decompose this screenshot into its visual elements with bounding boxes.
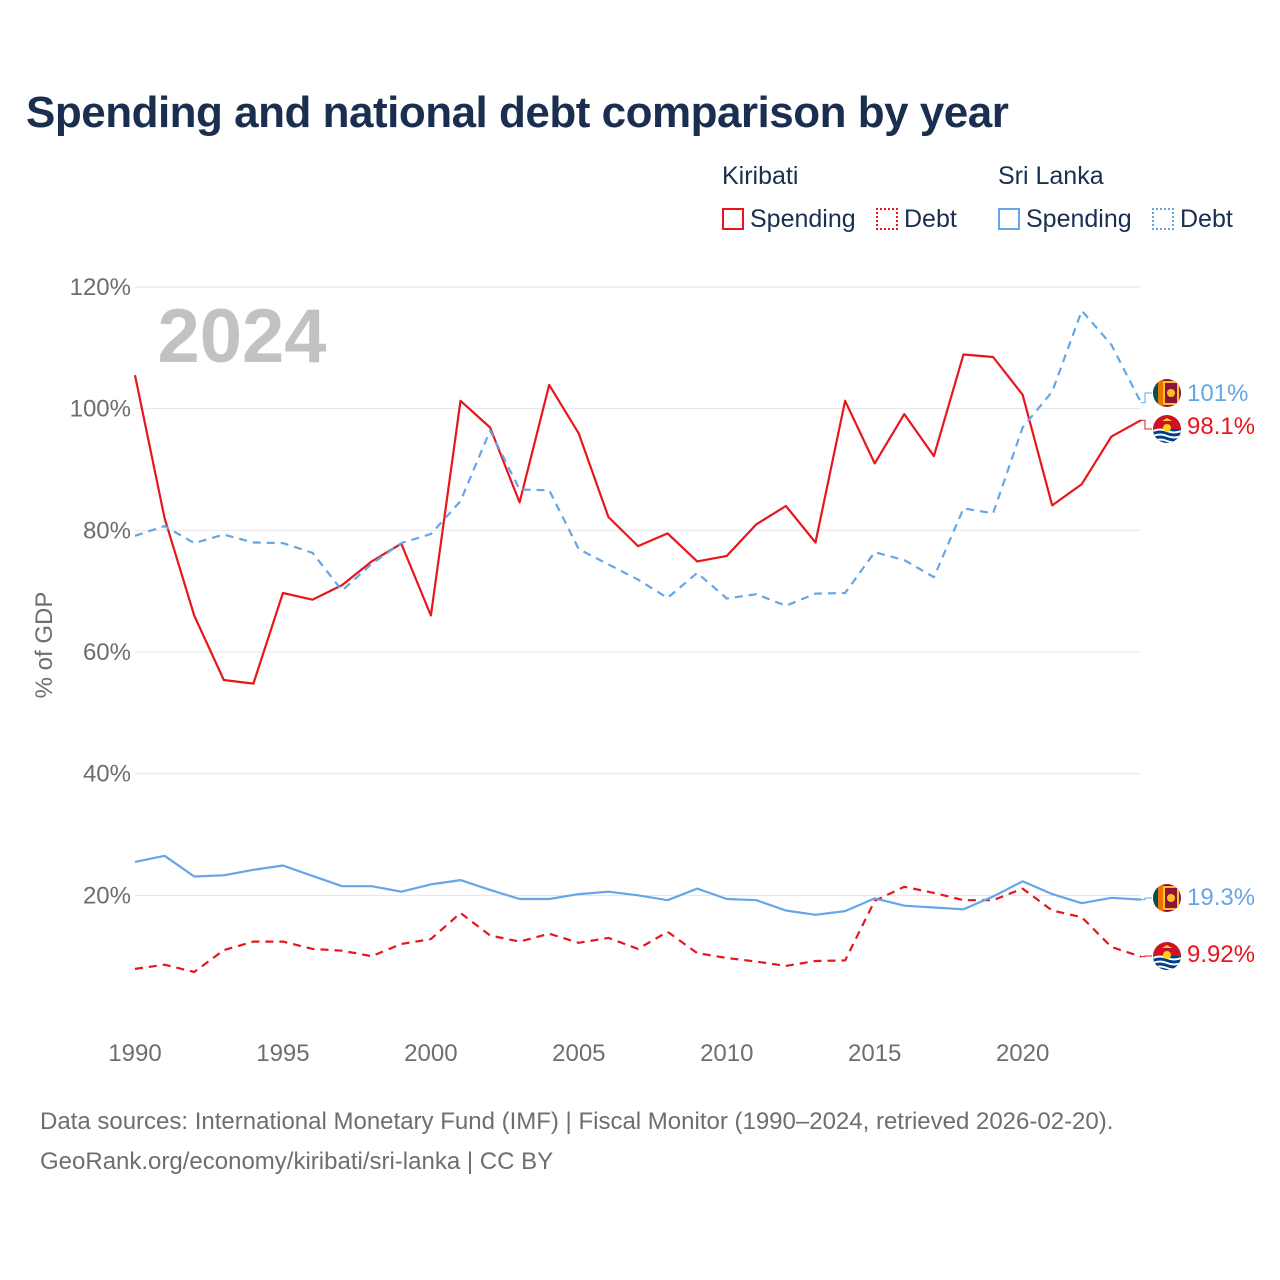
sri-lanka-flag-icon [1153,379,1181,407]
legend-kiribati-spending[interactable]: Spending [722,204,856,234]
end-label-sri-lanka-spending: 19.3% [1187,884,1255,911]
y-tick-label: 40% [83,761,131,788]
footer-credit: GeoRank.org/economy/kiribati/sri-lanka |… [40,1148,554,1175]
x-tick-label: 2000 [404,1040,457,1067]
kiribati-flag-icon [1153,942,1181,970]
legend-swatch-dotted-blue [1152,208,1174,230]
x-tick-label: 1990 [108,1040,161,1067]
y-axis-ticks: 20% 40% 60% 80% 100% 120% [70,274,131,909]
legend-kiribati-debt[interactable]: Debt [876,204,957,234]
end-label-connectors [1141,392,1152,958]
line-chart: 20% 40% 60% 80% 100% 120% 1990 1995 2000 2005 201… [31,274,1255,1067]
x-tick-label: 2005 [552,1040,605,1067]
y-tick-label: 100% [70,396,131,423]
legend-swatch-solid-blue [998,208,1020,230]
end-label-kiribati-spending: 98.1% [1187,413,1255,440]
year-watermark: 2024 [157,294,326,379]
end-connector [1141,897,1152,901]
x-tick-label: 2020 [996,1040,1049,1067]
sri-lanka-flag-icon [1153,884,1181,912]
y-tick-label: 80% [83,517,131,544]
legend-sri-lanka-debt[interactable]: Debt [1152,204,1233,234]
legend-label: Debt [1180,204,1233,233]
legend-sri-lanka-spending[interactable]: Spending [998,204,1132,234]
end-connector [1141,955,1152,958]
legend-label: Spending [1026,204,1132,233]
end-label-kiribati-debt: 9.92% [1187,941,1255,968]
x-tick-label: 1995 [256,1040,309,1067]
legend-swatch-dotted-red [876,208,898,230]
end-connector [1141,392,1152,404]
y-axis-label: % of GDP [31,592,58,699]
x-tick-label: 2010 [700,1040,753,1067]
legend-label: Debt [904,204,957,233]
legend-country-sri-lanka: Sri Lanka [998,162,1104,190]
x-tick-label: 2015 [848,1040,901,1067]
series-line-kiribati-debt [134,885,1142,974]
footer-sources: Data sources: International Monetary Fun… [40,1108,1114,1135]
y-tick-label: 60% [83,639,131,666]
legend-country-kiribati: Kiribati [722,162,799,190]
legend-label: Spending [750,204,856,233]
y-tick-label: 20% [83,882,131,909]
legend-swatch-solid-red [722,208,744,230]
end-label-sri-lanka-debt: 101% [1187,380,1248,407]
chart-title: Spending and national debt comparison by… [26,88,1009,137]
series-lines [133,309,1142,974]
series-line-kiribati-spending [133,353,1142,685]
series-line-sri-lanka-debt [134,309,1142,607]
y-tick-label: 120% [70,274,131,301]
kiribati-flag-icon [1153,415,1181,443]
x-axis-ticks: 1990 1995 2000 2005 2010 2015 2020 [108,1040,1049,1067]
end-connector [1141,419,1152,430]
series-line-sri-lanka-spending [134,854,1142,916]
